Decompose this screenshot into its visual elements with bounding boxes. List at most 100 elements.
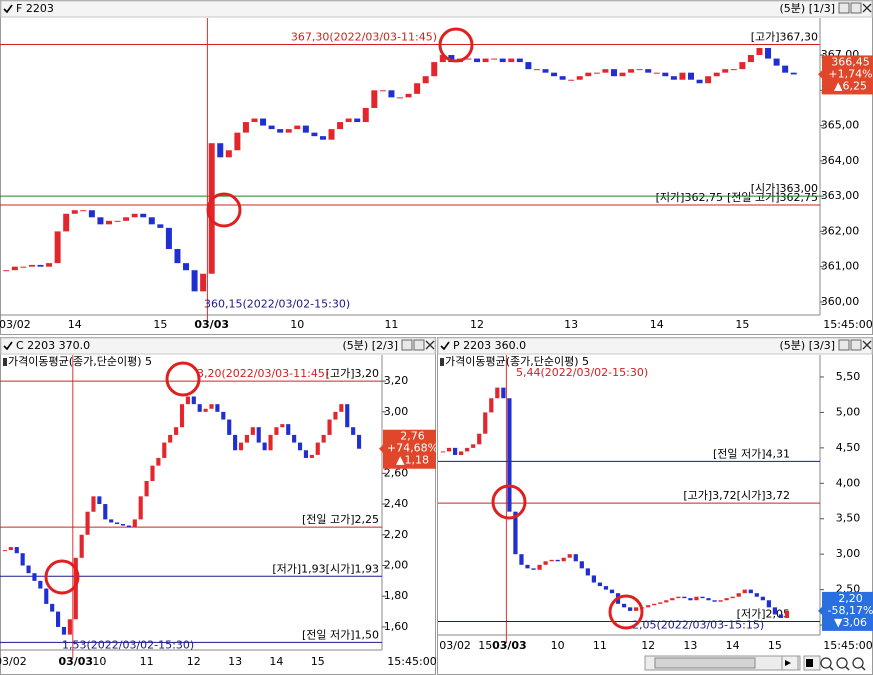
x-tick-label: 12 (187, 655, 201, 668)
indicator-label: 가격이동평균(종가,단순이평) 5 (445, 355, 589, 368)
candle (150, 465, 155, 481)
candle (694, 596, 699, 601)
candle (285, 129, 292, 133)
window-button[interactable] (838, 339, 850, 351)
last-price-text: 2,76 (400, 430, 425, 443)
candle (217, 143, 224, 158)
zoom-button[interactable] (836, 657, 848, 669)
title-bar (437, 337, 873, 355)
candle (519, 554, 524, 565)
zoom-button[interactable] (820, 657, 832, 669)
candle (274, 427, 279, 435)
checkbox-icon[interactable] (440, 341, 450, 351)
candle (712, 600, 717, 602)
candle (262, 442, 267, 451)
candle (628, 69, 635, 73)
zoom-button[interactable] (852, 657, 864, 669)
candle (251, 118, 258, 123)
candle (597, 582, 603, 587)
x-tick-label: 03/02 (0, 318, 31, 331)
candle (174, 427, 179, 435)
candle (28, 264, 35, 267)
highlight-circle (608, 594, 644, 630)
candle (722, 69, 729, 73)
candle (431, 62, 438, 77)
window-button[interactable] (850, 2, 862, 14)
y-tick-label: 3,50 (836, 512, 861, 525)
candle (91, 496, 96, 512)
x-tick-label: 03/02 (439, 639, 471, 652)
y-tick-label: 2,20 (384, 528, 409, 541)
candle (465, 447, 470, 452)
x-tick-label: 14 (726, 639, 740, 652)
checkbox-icon[interactable] (3, 4, 13, 14)
close-icon[interactable] (425, 340, 435, 350)
candle (465, 58, 472, 60)
candle (105, 220, 112, 225)
candle (286, 424, 291, 435)
x-tick-label: 12 (470, 318, 484, 331)
candle (609, 589, 615, 594)
level-label: [전일 저가]4,31 (713, 446, 790, 460)
candle (718, 600, 723, 602)
y-tick-label: 2,00 (384, 558, 409, 571)
candle (422, 76, 429, 84)
window-button[interactable] (838, 2, 850, 14)
candle (225, 150, 232, 158)
window-button[interactable] (401, 339, 413, 351)
level-label: [고가]367,30 (751, 30, 818, 43)
checkbox-icon[interactable] (3, 341, 13, 351)
candle (208, 143, 215, 274)
x-tick-label: 11 (593, 639, 607, 652)
last-price-text: ▲1,18 (396, 454, 429, 467)
candle (652, 603, 657, 606)
x-end-label: 15:45:00 (823, 639, 872, 652)
candle (748, 589, 753, 594)
candle (585, 568, 590, 576)
candle (85, 511, 90, 535)
close-icon[interactable] (862, 3, 872, 13)
candle (67, 619, 72, 635)
candle (388, 90, 395, 98)
candle (120, 524, 126, 526)
y-tick-label: 1,60 (384, 620, 409, 633)
last-price-text: ▲6,25 (834, 79, 867, 92)
candle (679, 72, 686, 80)
window-button[interactable] (413, 339, 425, 351)
candle (782, 65, 789, 73)
candle (371, 90, 378, 108)
candle (115, 522, 120, 525)
x-tick-label: 12 (641, 639, 655, 652)
close-icon[interactable] (862, 340, 872, 350)
scroll-thumb[interactable] (654, 657, 756, 669)
candle (766, 600, 771, 608)
period-label: (5분) [2/3] (343, 339, 398, 352)
candle (645, 69, 652, 73)
candle (670, 76, 677, 80)
candle (533, 69, 540, 71)
candle (525, 564, 530, 569)
y-tick-label: 2,60 (384, 466, 409, 479)
candle (602, 69, 609, 73)
candle (260, 118, 267, 126)
candle (88, 210, 95, 218)
x-tick-label: 15 (153, 318, 167, 331)
candle (144, 480, 149, 497)
x-tick-label: 10 (551, 639, 565, 652)
candle (542, 69, 549, 73)
level-label: [전일 고가]2,25 (302, 512, 379, 526)
candle (37, 264, 44, 267)
x-tick-label: 10 (92, 655, 106, 668)
candle (268, 434, 273, 451)
candle (397, 97, 403, 99)
candle (593, 72, 600, 74)
candle (8, 547, 13, 551)
candle (303, 450, 308, 458)
candle (559, 76, 566, 80)
y-tick-label: 5,50 (836, 370, 861, 383)
window-button[interactable] (850, 339, 862, 351)
candle (20, 266, 27, 268)
candle (162, 442, 167, 458)
last-price-text: +74,68% (387, 442, 438, 455)
